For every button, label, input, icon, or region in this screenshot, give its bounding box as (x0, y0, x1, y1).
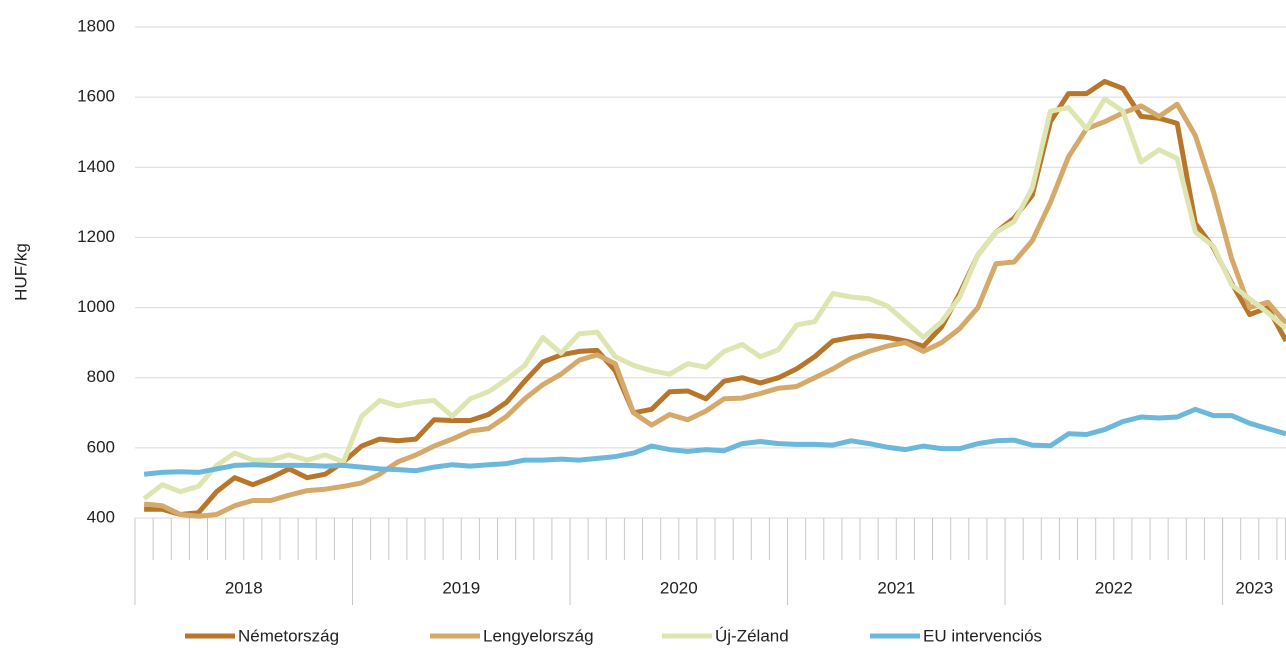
y-tick-label: 600 (87, 437, 115, 456)
y-tick-label: 800 (87, 367, 115, 386)
legend-label: Németország (238, 626, 339, 645)
y-tick-label: 400 (87, 507, 115, 526)
x-group-label: 2020 (660, 578, 698, 597)
line (142, 96, 1286, 501)
x-group-label: 2019 (442, 578, 480, 597)
y-tick-label: 1200 (77, 227, 115, 246)
legend-label: Lengyelország (483, 626, 594, 645)
line (143, 101, 1286, 519)
x-group-label: 2022 (1095, 578, 1133, 597)
y-axis-label: HUF/kg (11, 243, 30, 301)
x-group-label: 2023 (1235, 578, 1273, 597)
x-group-label: 2018 (225, 578, 263, 597)
legend-label: Új-Zéland (715, 626, 789, 645)
y-tick-label: 1000 (77, 297, 115, 316)
y-tick-label: 1400 (77, 157, 115, 176)
line (143, 406, 1286, 477)
y-tick-label: 1800 (77, 16, 115, 35)
legend-label: EU intervenciós (923, 626, 1042, 645)
y-tick-label: 1600 (77, 87, 115, 106)
x-group-label: 2021 (877, 578, 915, 597)
